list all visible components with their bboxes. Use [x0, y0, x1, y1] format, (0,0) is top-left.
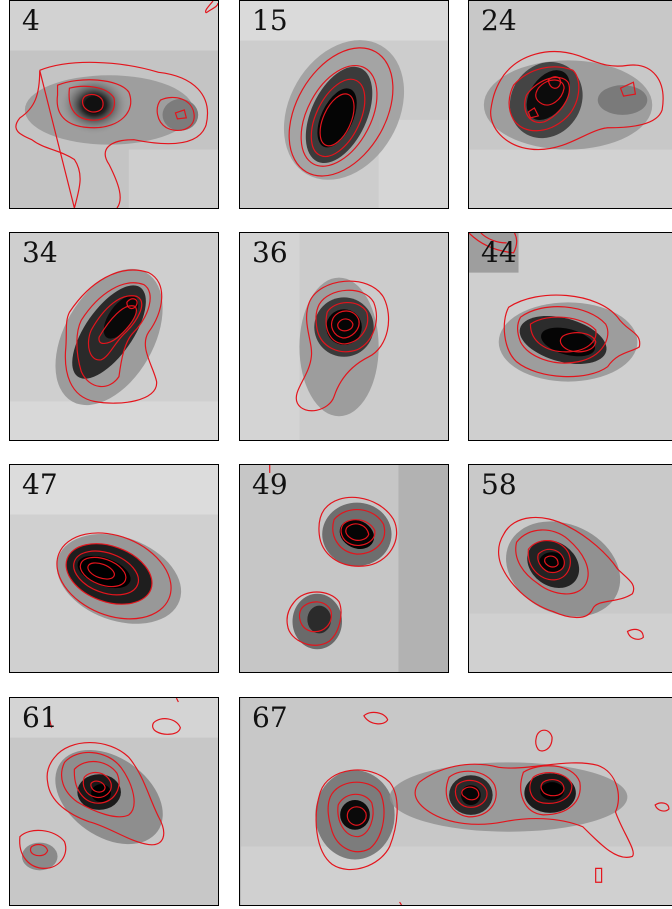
greyscale-image — [469, 1, 672, 208]
cutout-panel-61: 61 — [9, 697, 219, 906]
greyscale-image — [469, 233, 672, 440]
greyscale-image — [10, 1, 218, 208]
cutout-panel-34: 34 — [9, 232, 219, 441]
cutout-panel-24: 24 — [468, 0, 672, 209]
cutout-panel-58: 58 — [468, 464, 672, 673]
panel-label: 44 — [481, 236, 517, 269]
panel-label: 36 — [252, 236, 288, 269]
panel-label: 49 — [252, 468, 288, 501]
cutout-panel-67: 67 — [239, 697, 672, 906]
cutout-panel-4: 4 — [9, 0, 219, 209]
panel-label: 4 — [22, 4, 40, 37]
panel-label: 15 — [252, 4, 288, 37]
cutout-panel-44: 44 — [468, 232, 672, 441]
greyscale-image — [240, 233, 448, 440]
greyscale-image — [10, 233, 218, 440]
cutout-panel-15: 15 — [239, 0, 449, 209]
panel-label: 61 — [22, 701, 58, 734]
greyscale-image — [241, 698, 672, 905]
cutout-panel-49: 49 — [239, 464, 449, 673]
cutout-panel-36: 36 — [239, 232, 449, 441]
greyscale-image — [469, 465, 672, 672]
cutout-panel-47: 47 — [9, 464, 219, 673]
greyscale-image — [240, 1, 448, 208]
greyscale-image — [10, 698, 218, 905]
panel-label: 34 — [22, 236, 58, 269]
panel-label: 67 — [252, 701, 288, 734]
greyscale-image — [10, 465, 218, 672]
panel-label: 24 — [481, 4, 517, 37]
panel-label: 58 — [481, 468, 517, 501]
greyscale-image — [240, 465, 448, 672]
panel-label: 47 — [22, 468, 58, 501]
